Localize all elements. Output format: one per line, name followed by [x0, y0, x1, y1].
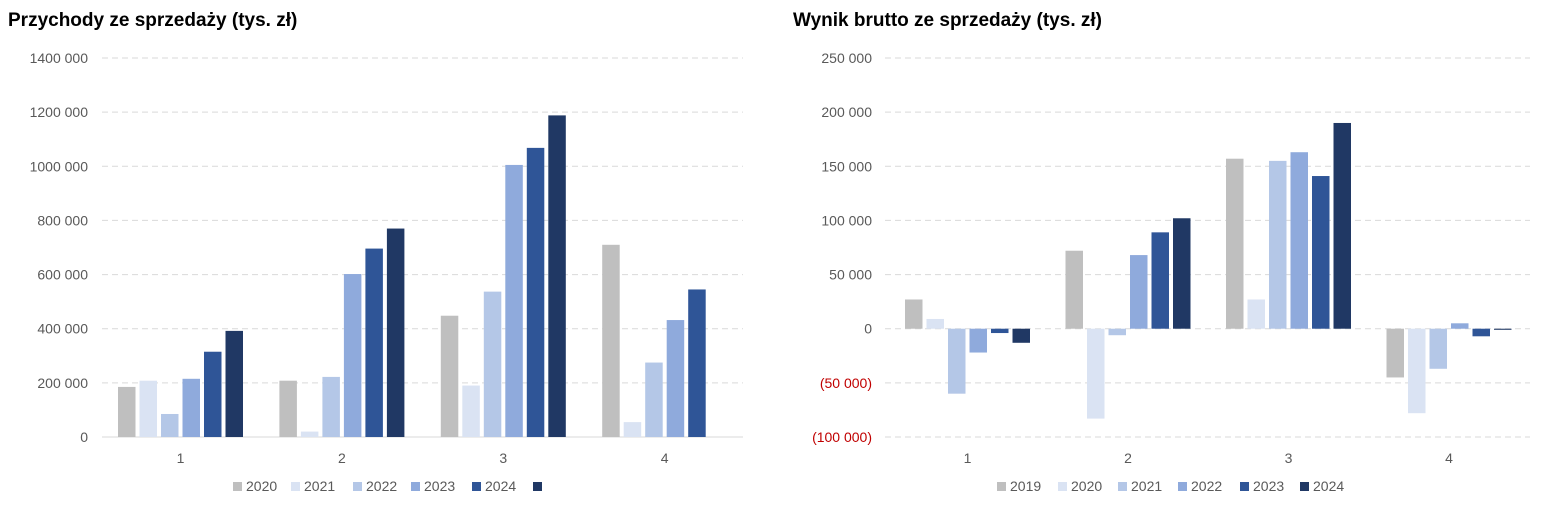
bar-2024-cat-3 [1333, 122, 1351, 329]
legend-label: 2019 [1010, 478, 1041, 494]
bar-2020-cat-1 [926, 318, 944, 329]
bar-2023-cat-1 [991, 328, 1009, 334]
bar-2024-cat-1 [1012, 328, 1030, 343]
bar-2020-cat-1 [118, 386, 136, 437]
legend-label: 2022 [366, 478, 397, 494]
legend-label: 2024 [485, 478, 516, 494]
legend-swatch [411, 482, 420, 491]
bar-2019-cat-1 [905, 299, 923, 329]
x-tick-label: 2 [1124, 450, 1132, 466]
bar-series-6-cat-1 [225, 330, 243, 437]
legend-swatch [1118, 482, 1127, 491]
x-tick-label: 1 [177, 450, 185, 466]
legend-swatch [533, 482, 542, 491]
x-tick-label: 3 [1285, 450, 1293, 466]
y-tick-label: (50 000) [820, 375, 872, 391]
x-tick-label: 4 [1445, 450, 1453, 466]
bar-2021-cat-2 [1108, 328, 1126, 336]
bar-2022-cat-2 [322, 376, 340, 437]
x-tick-label: 3 [499, 450, 507, 466]
bar-2024-cat-2 [365, 248, 383, 437]
chart-1-title: Przychody ze sprzedaży (tys. zł) [8, 10, 297, 31]
bar-2023-cat-3 [505, 164, 523, 438]
legend-swatch [997, 482, 1006, 491]
legend-swatch [1058, 482, 1067, 491]
y-tick-label: 1200 000 [30, 104, 89, 120]
chart-2-title: Wynik brutto ze sprzedaży (tys. zł) [793, 10, 1102, 31]
legend-label: 2020 [246, 478, 277, 494]
bar-2022-cat-3 [1290, 152, 1308, 329]
bar-2021-cat-2 [300, 431, 319, 437]
legend-swatch [1178, 482, 1187, 491]
x-tick-label: 2 [338, 450, 346, 466]
bar-2024-cat-4 [688, 289, 706, 437]
legend-label: 2024 [1313, 478, 1344, 494]
bar-2021-cat-3 [1269, 160, 1287, 329]
bar-2019-cat-4 [1386, 328, 1404, 378]
bar-2021-cat-4 [1429, 328, 1447, 369]
bar-2023-cat-2 [343, 274, 362, 437]
y-tick-label: 1000 000 [30, 158, 89, 174]
bar-2021-cat-4 [623, 422, 642, 437]
bar-2023-cat-3 [1312, 176, 1330, 329]
bar-2020-cat-3 [440, 315, 459, 437]
y-tick-label: 0 [864, 321, 872, 337]
x-tick-label: 4 [661, 450, 669, 466]
bar-2021-cat-1 [139, 380, 157, 437]
y-tick-label: 200 000 [37, 375, 88, 391]
legend-swatch [472, 482, 481, 491]
x-tick-label: 1 [964, 450, 972, 466]
legend-label: 2021 [304, 478, 335, 494]
legend-swatch [353, 482, 362, 491]
legend-swatch [1240, 482, 1249, 491]
bar-2023-cat-2 [1151, 232, 1169, 329]
bar-2020-cat-4 [602, 244, 620, 437]
bar-2024-cat-1 [204, 351, 222, 437]
bar-2020-cat-2 [279, 380, 297, 437]
gross-result-chart: (100 000) (50 000) 0 50 000 100 000 150 000 20… [812, 50, 1530, 494]
legend-swatch [1300, 482, 1309, 491]
legend-label: 2022 [1191, 478, 1222, 494]
bar-2019-cat-2 [1065, 250, 1083, 329]
y-tick-label: (100 000) [812, 429, 872, 445]
bar-2023-cat-4 [666, 320, 685, 437]
y-tick-label: 600 000 [37, 267, 88, 283]
bar-series-6-cat-3 [548, 115, 566, 438]
y-tick-label: 0 [80, 429, 88, 445]
bar-2023-cat-4 [1472, 328, 1490, 337]
legend-label: 2020 [1071, 478, 1102, 494]
bar-2021-cat-1 [948, 328, 966, 394]
bar-2022-cat-2 [1130, 255, 1148, 329]
legend-label: 2023 [1253, 478, 1284, 494]
y-tick-label: 1400 000 [30, 50, 89, 66]
bar-2019-cat-3 [1226, 158, 1244, 329]
y-tick-label: 250 000 [821, 50, 872, 66]
bar-2024-cat-4 [1494, 328, 1512, 330]
y-tick-label: 800 000 [37, 212, 88, 228]
bar-2022-cat-1 [161, 413, 179, 437]
y-tick-label: 100 000 [821, 212, 872, 228]
y-tick-label: 200 000 [821, 104, 872, 120]
bar-2020-cat-2 [1087, 328, 1105, 419]
bar-2024-cat-2 [1173, 218, 1191, 329]
bar-2022-cat-4 [1451, 323, 1469, 329]
legend-swatch [233, 482, 242, 491]
y-tick-label: 50 000 [829, 267, 872, 283]
bar-2024-cat-3 [526, 147, 545, 437]
y-tick-label: 150 000 [821, 158, 872, 174]
bar-2020-cat-4 [1408, 328, 1426, 414]
bar-2020-cat-3 [1247, 299, 1265, 329]
bar-2021-cat-3 [462, 385, 480, 437]
bar-series-6-cat-2 [386, 228, 405, 437]
legend-swatch [291, 482, 300, 491]
bar-2022-cat-1 [969, 328, 987, 353]
bar-2022-cat-3 [483, 291, 502, 437]
legend-label: 2023 [424, 478, 455, 494]
bar-2023-cat-1 [182, 378, 200, 437]
bar-2022-cat-4 [645, 362, 663, 437]
y-tick-label: 400 000 [37, 321, 88, 337]
legend-label: 2021 [1131, 478, 1162, 494]
